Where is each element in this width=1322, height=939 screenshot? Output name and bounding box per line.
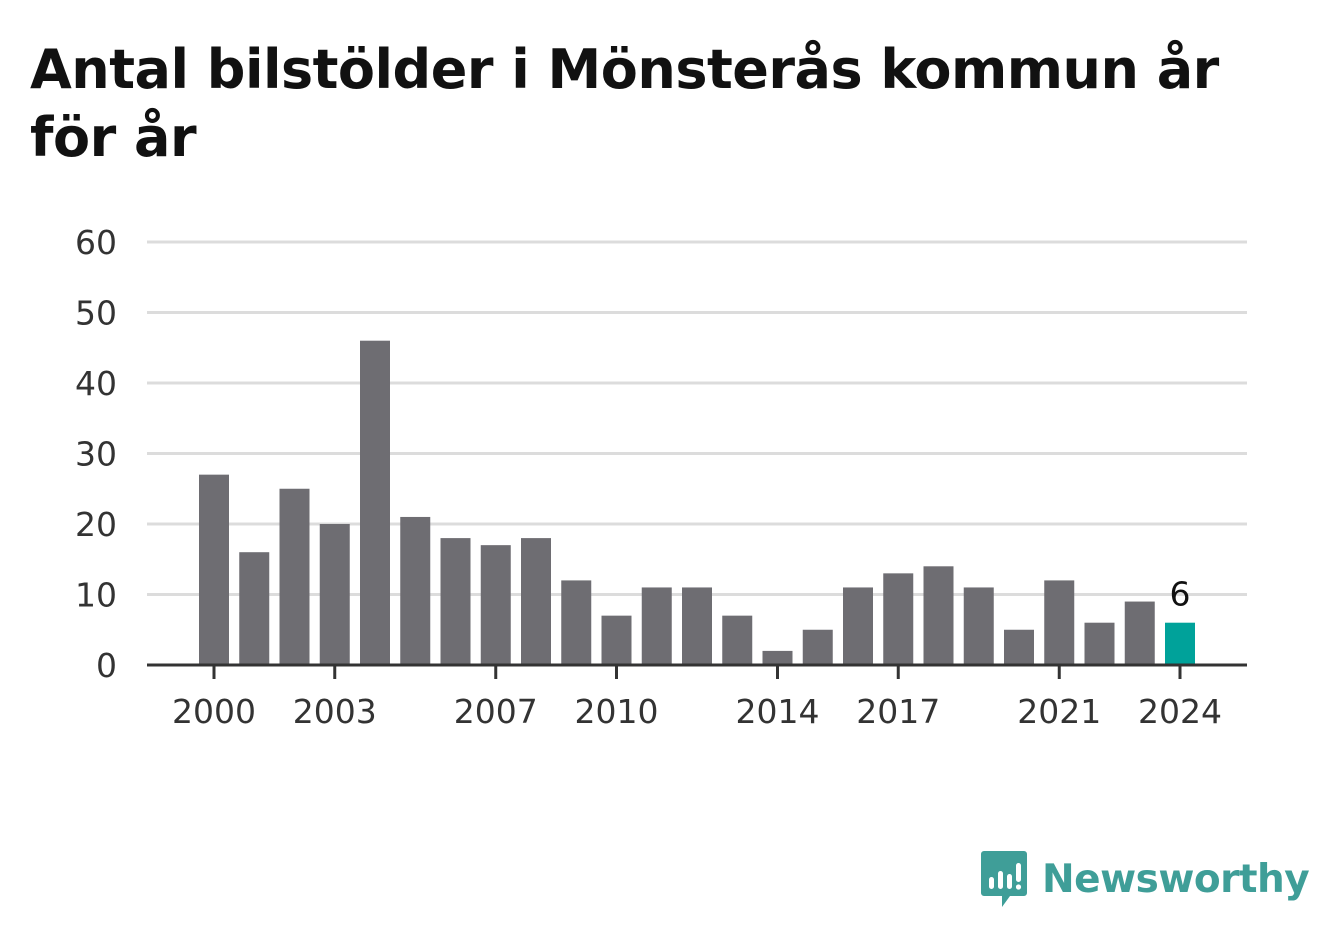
bar-2006: [440, 538, 471, 665]
bar-2020: [1004, 629, 1034, 665]
bar-2009: [561, 580, 592, 665]
bar-2021: [1044, 580, 1075, 665]
bar-2014: [762, 650, 793, 665]
data-labels: 6: [1170, 575, 1191, 614]
x-tick-label: 2017: [856, 692, 940, 731]
bar-2011: [641, 587, 672, 665]
bar-2000: [199, 474, 229, 665]
bar-2010: [601, 615, 632, 665]
bar-2017: [883, 573, 914, 665]
bar-2022: [1084, 622, 1115, 665]
y-tick-label: 50: [75, 294, 117, 333]
y-axis-ticks: 0 10 20 30 40 50 60: [75, 223, 117, 685]
bar-2007: [480, 545, 511, 665]
x-tick-label: 2024: [1138, 692, 1222, 731]
x-tick-label: 2010: [575, 692, 659, 731]
bar-2013: [722, 615, 753, 665]
y-tick-label: 30: [75, 435, 117, 474]
bar-2019: [963, 587, 994, 665]
chart-title: Antal bilstölder i Mönsterås kommun år f…: [30, 38, 1219, 169]
bar-2023: [1124, 601, 1155, 665]
bar-2002: [279, 488, 310, 665]
newsworthy-brand: Newsworthy: [980, 848, 1310, 910]
bar-2005: [400, 516, 431, 665]
bar-2012: [682, 587, 712, 665]
y-tick-label: 10: [75, 576, 117, 615]
bars: [199, 340, 1195, 665]
bar-2003: [319, 524, 350, 665]
x-tick-label: 2021: [1017, 692, 1101, 731]
bar-2018: [923, 566, 954, 665]
bar-2008: [521, 538, 551, 665]
bar-2004: [360, 340, 390, 665]
x-tick-label: 2003: [293, 692, 377, 731]
bar-2015: [802, 629, 833, 665]
x-tick-label: 2000: [172, 692, 256, 731]
y-tick-label: 40: [75, 364, 117, 403]
y-tick-label: 20: [75, 505, 117, 544]
y-tick-label: 0: [96, 646, 117, 685]
y-tick-label: 60: [75, 223, 117, 262]
x-tick-label: 2014: [736, 692, 820, 731]
newsworthy-logo-icon: [981, 851, 1027, 907]
bar-2016: [843, 587, 873, 665]
brand-name: Newsworthy: [1042, 856, 1310, 902]
gridlines: [147, 240, 1247, 596]
data-label-2024: 6: [1170, 575, 1191, 614]
x-tick-label: 2007: [454, 692, 538, 731]
bar-2001: [239, 552, 270, 665]
bar-2024: [1165, 622, 1195, 665]
x-axis-ticks: 2000 2003 2007 2010 2014 2017 2021 2024: [172, 665, 1222, 731]
